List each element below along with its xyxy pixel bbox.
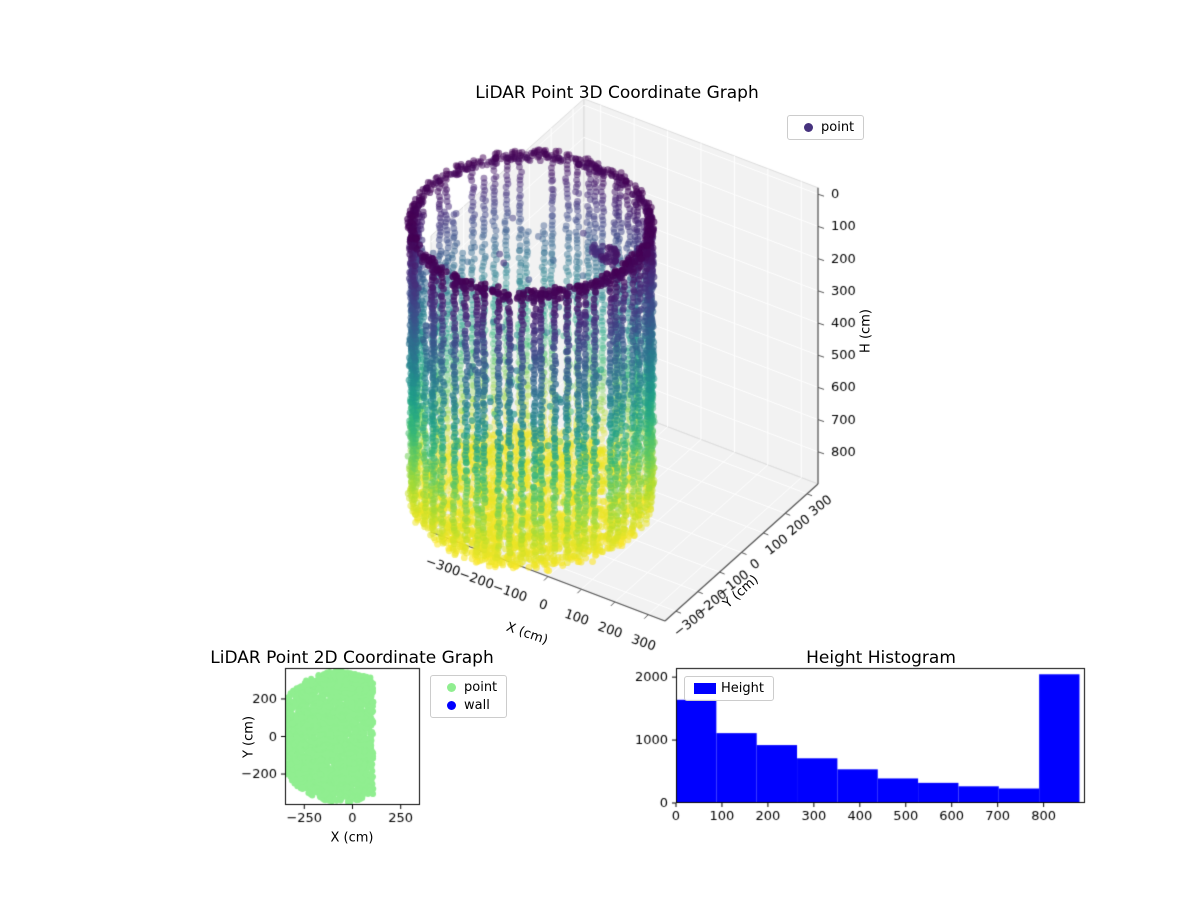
plot3d-title: LiDAR Point 3D Coordinate Graph (475, 83, 759, 103)
legend-entry-height: Height (694, 681, 764, 696)
legend-label: point (821, 120, 855, 135)
legend-entry-point: point (797, 120, 854, 135)
plot2d-ylabel: Y (cm) (241, 715, 257, 759)
plot3d-legend: point (787, 115, 865, 140)
histogram-legend: Height (684, 676, 774, 701)
legend-label: wall (464, 698, 490, 713)
point-marker-icon (447, 683, 456, 692)
legend-label: Height (721, 681, 764, 696)
plot3d-zlabel: H (cm) (858, 309, 874, 353)
plot2d-xlabel: X (cm) (330, 830, 374, 846)
point-marker-icon (804, 123, 813, 132)
plot2d-legend: point wall (430, 675, 508, 718)
histogram-title: Height Histogram (806, 648, 956, 668)
plot2d-title: LiDAR Point 2D Coordinate Graph (210, 648, 494, 668)
legend-entry-wall: wall (440, 698, 497, 713)
legend-entry-point: point (440, 680, 497, 695)
height-patch-icon (694, 683, 716, 694)
legend-label: point (464, 680, 498, 695)
wall-marker-icon (447, 701, 456, 710)
